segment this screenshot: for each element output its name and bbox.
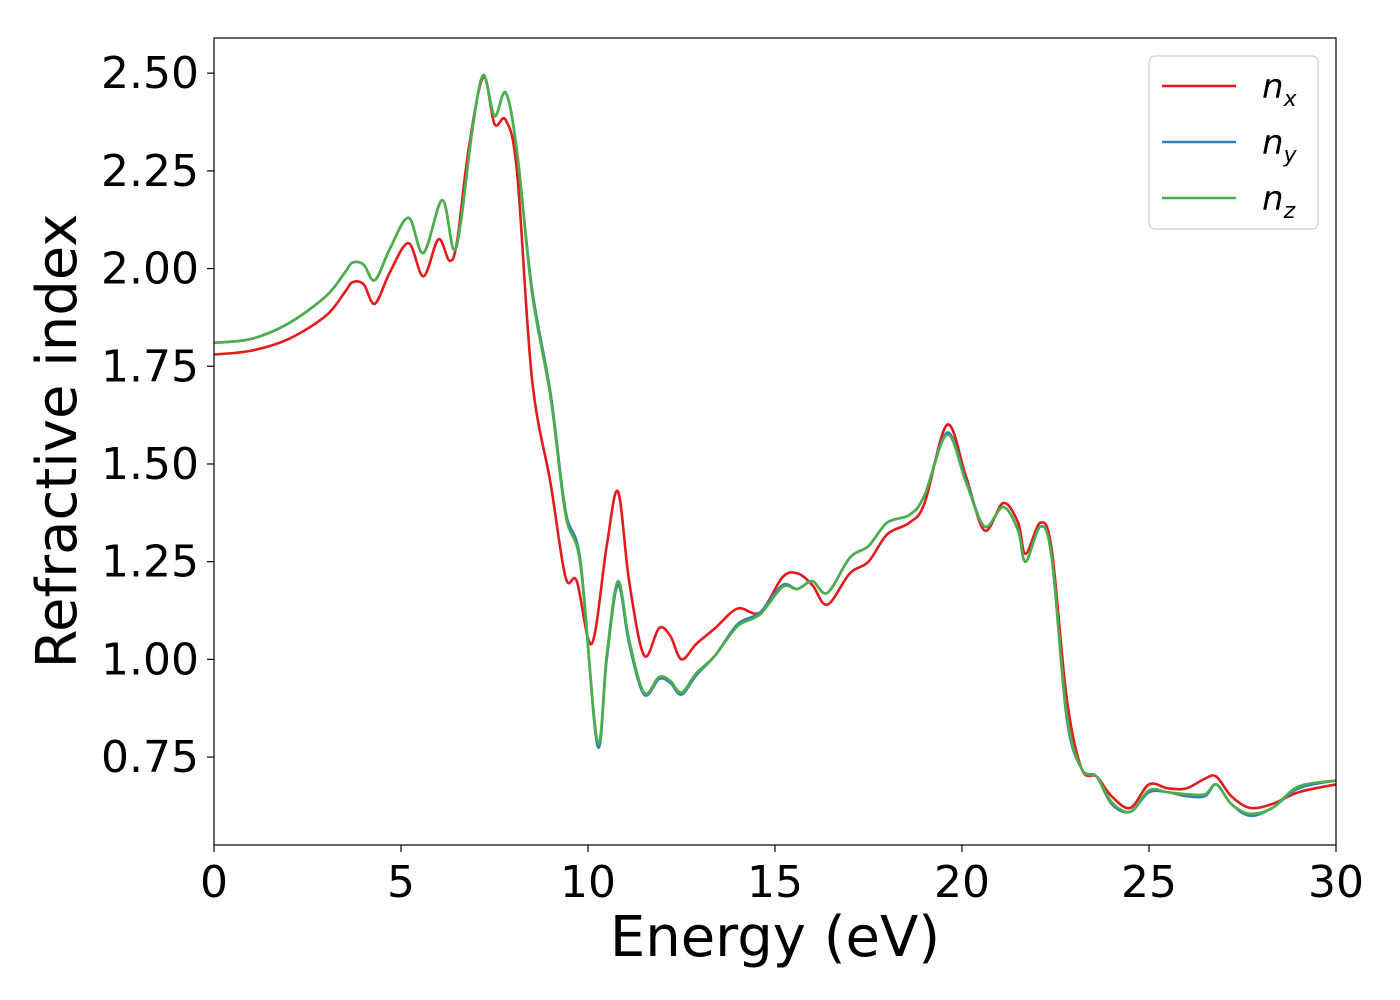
- x-axis-ticks: 0 5 10 15 20 25 30: [200, 845, 1364, 908]
- x-tick-label: 20: [934, 857, 990, 908]
- legend-label-ny: ny: [1262, 123, 1298, 168]
- series-layer: [213, 73, 1337, 818]
- y-axis-label: Refractive index: [25, 214, 90, 669]
- x-tick-label: 30: [1308, 857, 1364, 908]
- y-tick-label: 1.50: [101, 439, 199, 490]
- y-axis-ticks: 0.75 1.00 1.25 1.50 1.75 2.00 2.25 2.50: [101, 48, 214, 783]
- x-tick-label: 25: [1121, 857, 1177, 908]
- legend-items: nx ny nz: [1162, 67, 1298, 224]
- y-tick-label: 2.00: [101, 244, 199, 295]
- series-line-nz: [213, 73, 1337, 816]
- y-tick-label: 2.50: [101, 48, 199, 99]
- x-tick-label: 10: [560, 857, 616, 908]
- legend-label-nz: nz: [1262, 179, 1296, 224]
- y-tick-label: 1.00: [101, 634, 199, 685]
- y-tick-label: 2.25: [101, 146, 199, 197]
- x-tick-label: 15: [747, 857, 803, 908]
- x-tick-label: 0: [200, 857, 228, 908]
- y-tick-label: 1.75: [101, 341, 199, 392]
- x-tick-label: 5: [387, 857, 415, 908]
- y-tick-label: 0.75: [101, 732, 199, 783]
- y-tick-label: 1.25: [101, 537, 199, 588]
- legend-label-nx: nx: [1262, 67, 1298, 112]
- x-axis-label: Energy (eV): [610, 905, 940, 970]
- legend: nx ny nz: [1148, 55, 1319, 230]
